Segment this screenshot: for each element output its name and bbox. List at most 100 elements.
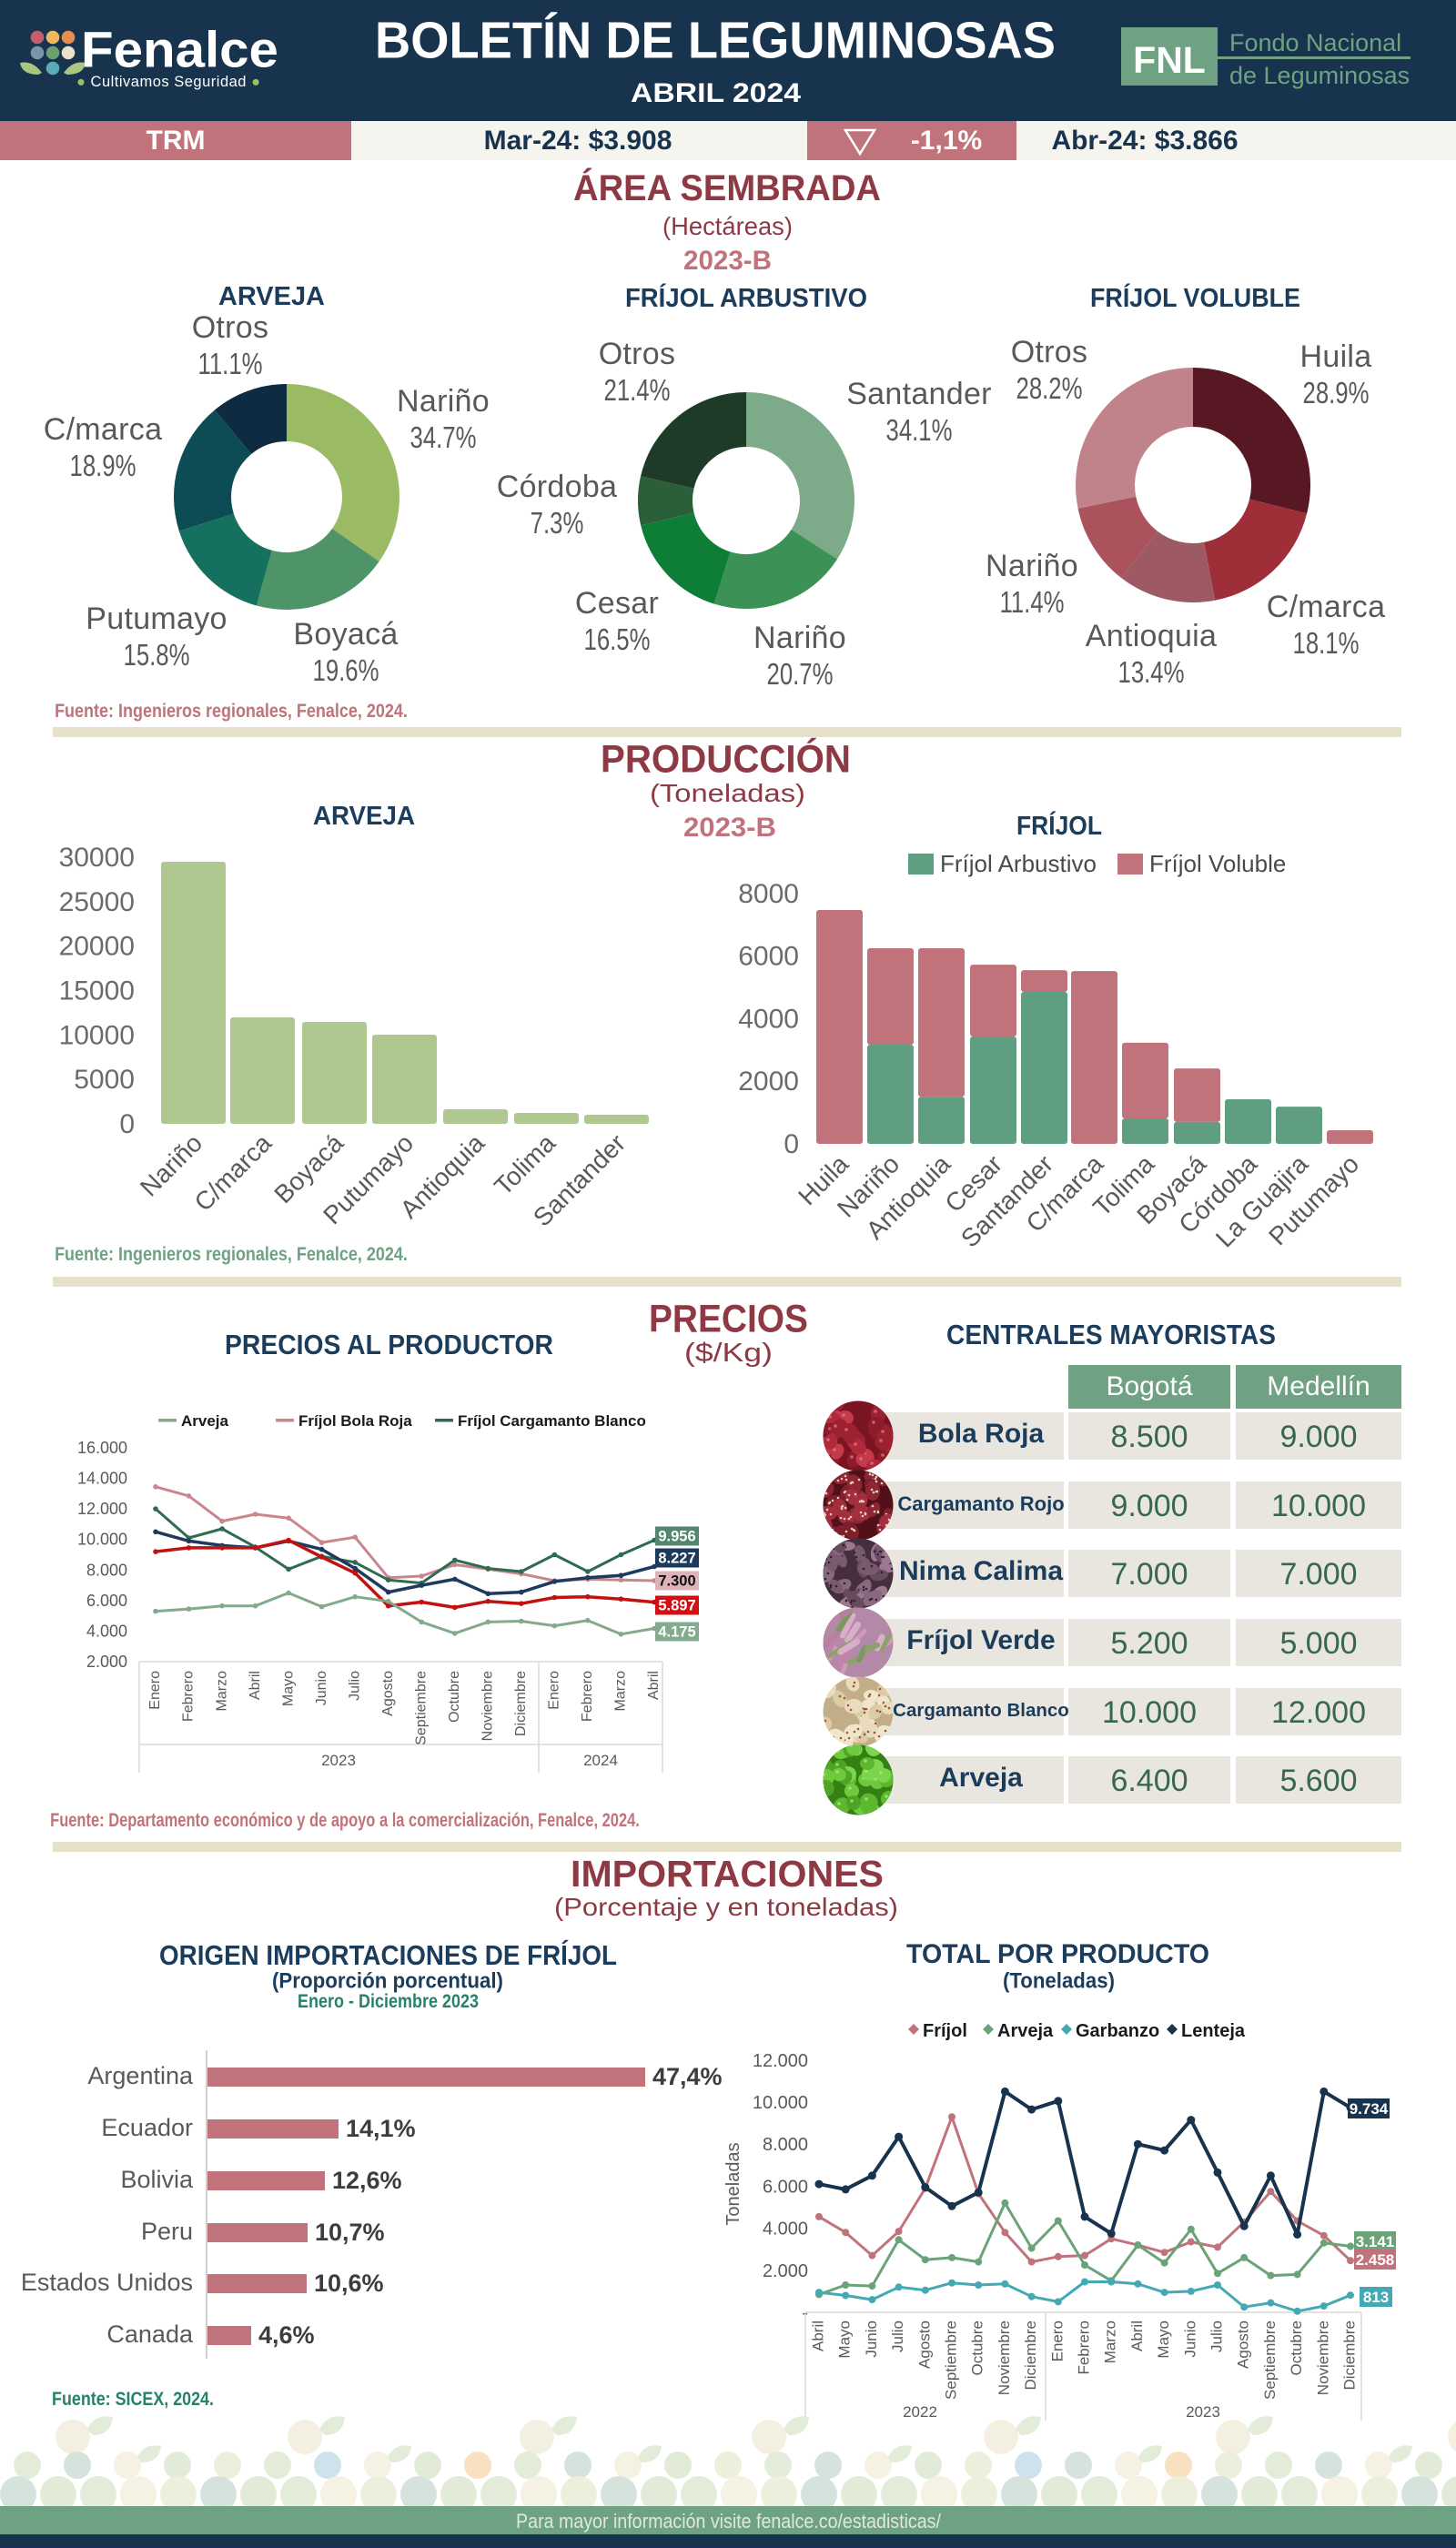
svg-text:Junio: Junio <box>314 1671 329 1705</box>
svg-text:2023: 2023 <box>1186 2403 1220 2421</box>
svg-text:Junio: Junio <box>863 2320 880 2358</box>
svg-text:Febrero: Febrero <box>1075 2320 1092 2375</box>
svg-text:8.000: 8.000 <box>763 2135 808 2155</box>
svg-text:Fenalce: Fenalce <box>81 21 278 78</box>
svg-text:0: 0 <box>784 1129 799 1159</box>
svg-text:(Toneladas): (Toneladas) <box>1003 1968 1115 1993</box>
svg-text:ABRIL 2024: ABRIL 2024 <box>631 78 801 108</box>
svg-text:C/marca: C/marca <box>189 1128 278 1217</box>
svg-text:Noviembre: Noviembre <box>996 2320 1013 2395</box>
svg-text:4.175: 4.175 <box>658 1624 695 1641</box>
svg-text:Fríjol Arbustivo: Fríjol Arbustivo <box>940 850 1097 877</box>
svg-text:Mayo: Mayo <box>280 1671 296 1706</box>
svg-text:6.000: 6.000 <box>763 2177 808 2197</box>
svg-text:Enero - Diciembre 2023: Enero - Diciembre 2023 <box>298 1991 479 2012</box>
svg-text:Septiembre: Septiembre <box>413 1671 429 1745</box>
svg-text:8.000: 8.000 <box>86 1561 127 1579</box>
svg-text:PRECIOS: PRECIOS <box>649 1297 808 1340</box>
svg-text:FRÍJOL ARBUSTIVO: FRÍJOL ARBUSTIVO <box>625 282 867 313</box>
svg-text:Abril: Abril <box>809 2320 826 2351</box>
svg-text:8.227: 8.227 <box>658 1551 695 1567</box>
svg-text:Abril: Abril <box>646 1671 662 1700</box>
svg-text:Septiembre: Septiembre <box>1261 2320 1279 2400</box>
svg-text:Diciembre: Diciembre <box>513 1671 529 1736</box>
svg-text:0: 0 <box>119 1109 135 1139</box>
svg-text:Marzo: Marzo <box>613 1671 629 1712</box>
svg-text:9.956: 9.956 <box>658 1529 695 1545</box>
svg-text:25000: 25000 <box>59 887 135 917</box>
svg-text:Agosto: Agosto <box>915 2320 933 2369</box>
svg-text:Canada: Canada <box>106 2320 194 2348</box>
svg-text:TOTAL POR PRODUCTO: TOTAL POR PRODUCTO <box>906 1939 1209 1969</box>
svg-text:Diciembre: Diciembre <box>1340 2320 1358 2391</box>
svg-text:Julio: Julio <box>1208 2320 1225 2352</box>
svg-text:16.000: 16.000 <box>77 1439 127 1457</box>
svg-text:Enero: Enero <box>547 1671 562 1710</box>
svg-text:Octubre: Octubre <box>1288 2320 1305 2375</box>
svg-text:ARVEJA: ARVEJA <box>218 282 325 311</box>
svg-text:Junio: Junio <box>1181 2320 1198 2358</box>
svg-text:10000: 10000 <box>59 1020 135 1050</box>
svg-text:IMPORTACIONES: IMPORTACIONES <box>571 1853 884 1895</box>
svg-text:FRÍJOL: FRÍJOL <box>1016 810 1102 841</box>
svg-text:Estados Unidos: Estados Unidos <box>21 2269 193 2296</box>
svg-text:ORIGEN IMPORTACIONES DE FRÍJOL: ORIGEN IMPORTACIONES DE FRÍJOL <box>159 1939 617 1971</box>
svg-text:10.000: 10.000 <box>77 1531 127 1549</box>
svg-text:Para mayor información visite: Para mayor información visite fenalce.co… <box>516 2510 942 2533</box>
svg-text:(Hectáreas): (Hectáreas) <box>662 212 793 240</box>
svg-text:7.300: 7.300 <box>658 1573 695 1590</box>
svg-text:Fuente: SICEX, 2024.: Fuente: SICEX, 2024. <box>52 2389 214 2410</box>
svg-text:2.000: 2.000 <box>763 2261 808 2281</box>
svg-text:Julio: Julio <box>347 1671 362 1701</box>
svg-text:Julio: Julio <box>889 2320 906 2352</box>
svg-text:12.000: 12.000 <box>753 2051 808 2071</box>
svg-text:2023-B: 2023-B <box>683 246 772 276</box>
svg-text:Lenteja: Lenteja <box>1181 2021 1246 2041</box>
svg-text:9.734: 9.734 <box>1350 2100 1389 2118</box>
svg-text:2.458: 2.458 <box>1356 2251 1395 2269</box>
svg-text:14.000: 14.000 <box>77 1470 127 1488</box>
svg-text:Bolivia: Bolivia <box>120 2166 194 2193</box>
svg-text:Arveja: Arveja <box>997 2021 1054 2041</box>
svg-text:12.000: 12.000 <box>77 1500 127 1518</box>
svg-text:Noviembre: Noviembre <box>1314 2320 1331 2395</box>
svg-text:10.000: 10.000 <box>753 2093 808 2113</box>
svg-text:3.141: 3.141 <box>1356 2233 1395 2250</box>
svg-text:ARVEJA: ARVEJA <box>313 802 415 831</box>
svg-text:2023: 2023 <box>321 1752 356 1769</box>
svg-text:Toneladas: Toneladas <box>723 2142 743 2225</box>
svg-text:Peru: Peru <box>141 2218 193 2245</box>
svg-text:Fuente: Ingenieros regionales,: Fuente: Ingenieros regionales, Fenalce, … <box>55 701 408 722</box>
svg-text:4.000: 4.000 <box>763 2219 808 2240</box>
svg-text:10,7%: 10,7% <box>315 2219 385 2246</box>
svg-text:(Proporción porcentual): (Proporción porcentual) <box>272 1968 503 1993</box>
svg-text:Mayo: Mayo <box>1155 2320 1172 2359</box>
svg-text:($/Kg): ($/Kg) <box>684 1339 773 1368</box>
svg-text:Noviembre: Noviembre <box>480 1671 496 1741</box>
svg-text:4000: 4000 <box>738 1004 799 1034</box>
svg-text:Febrero: Febrero <box>580 1671 595 1722</box>
svg-text:2022: 2022 <box>903 2403 937 2421</box>
svg-text:4.000: 4.000 <box>86 1622 127 1640</box>
svg-text:Mayo: Mayo <box>836 2320 854 2359</box>
svg-text:2023-B: 2023-B <box>683 813 776 843</box>
svg-text:Enero: Enero <box>147 1671 163 1710</box>
svg-text:Arveja: Arveja <box>181 1412 229 1430</box>
svg-text:Octubre: Octubre <box>447 1671 462 1723</box>
svg-text:Octubre: Octubre <box>969 2320 986 2375</box>
svg-text:Abril: Abril <box>1128 2320 1146 2351</box>
svg-text:Argentina: Argentina <box>87 2062 194 2089</box>
svg-text:2000: 2000 <box>738 1067 799 1097</box>
svg-text:Fuente: Departamento económico: Fuente: Departamento económico y de apoy… <box>50 1810 640 1831</box>
svg-text:15000: 15000 <box>59 976 135 1006</box>
svg-text:Abril: Abril <box>248 1671 263 1700</box>
svg-text:20000: 20000 <box>59 932 135 962</box>
svg-text:8000: 8000 <box>738 879 799 909</box>
svg-text:(Porcentaje y en toneladas): (Porcentaje y en toneladas) <box>554 1893 898 1921</box>
svg-text:Fríjol Bola Roja: Fríjol Bola Roja <box>298 1412 412 1430</box>
svg-text:Septiembre: Septiembre <box>942 2320 959 2400</box>
svg-text:PRECIOS AL PRODUCTOR: PRECIOS AL PRODUCTOR <box>225 1329 553 1360</box>
svg-text:12,6%: 12,6% <box>332 2167 402 2194</box>
svg-text:813: 813 <box>1363 2289 1389 2306</box>
svg-text:Marzo: Marzo <box>214 1671 229 1712</box>
